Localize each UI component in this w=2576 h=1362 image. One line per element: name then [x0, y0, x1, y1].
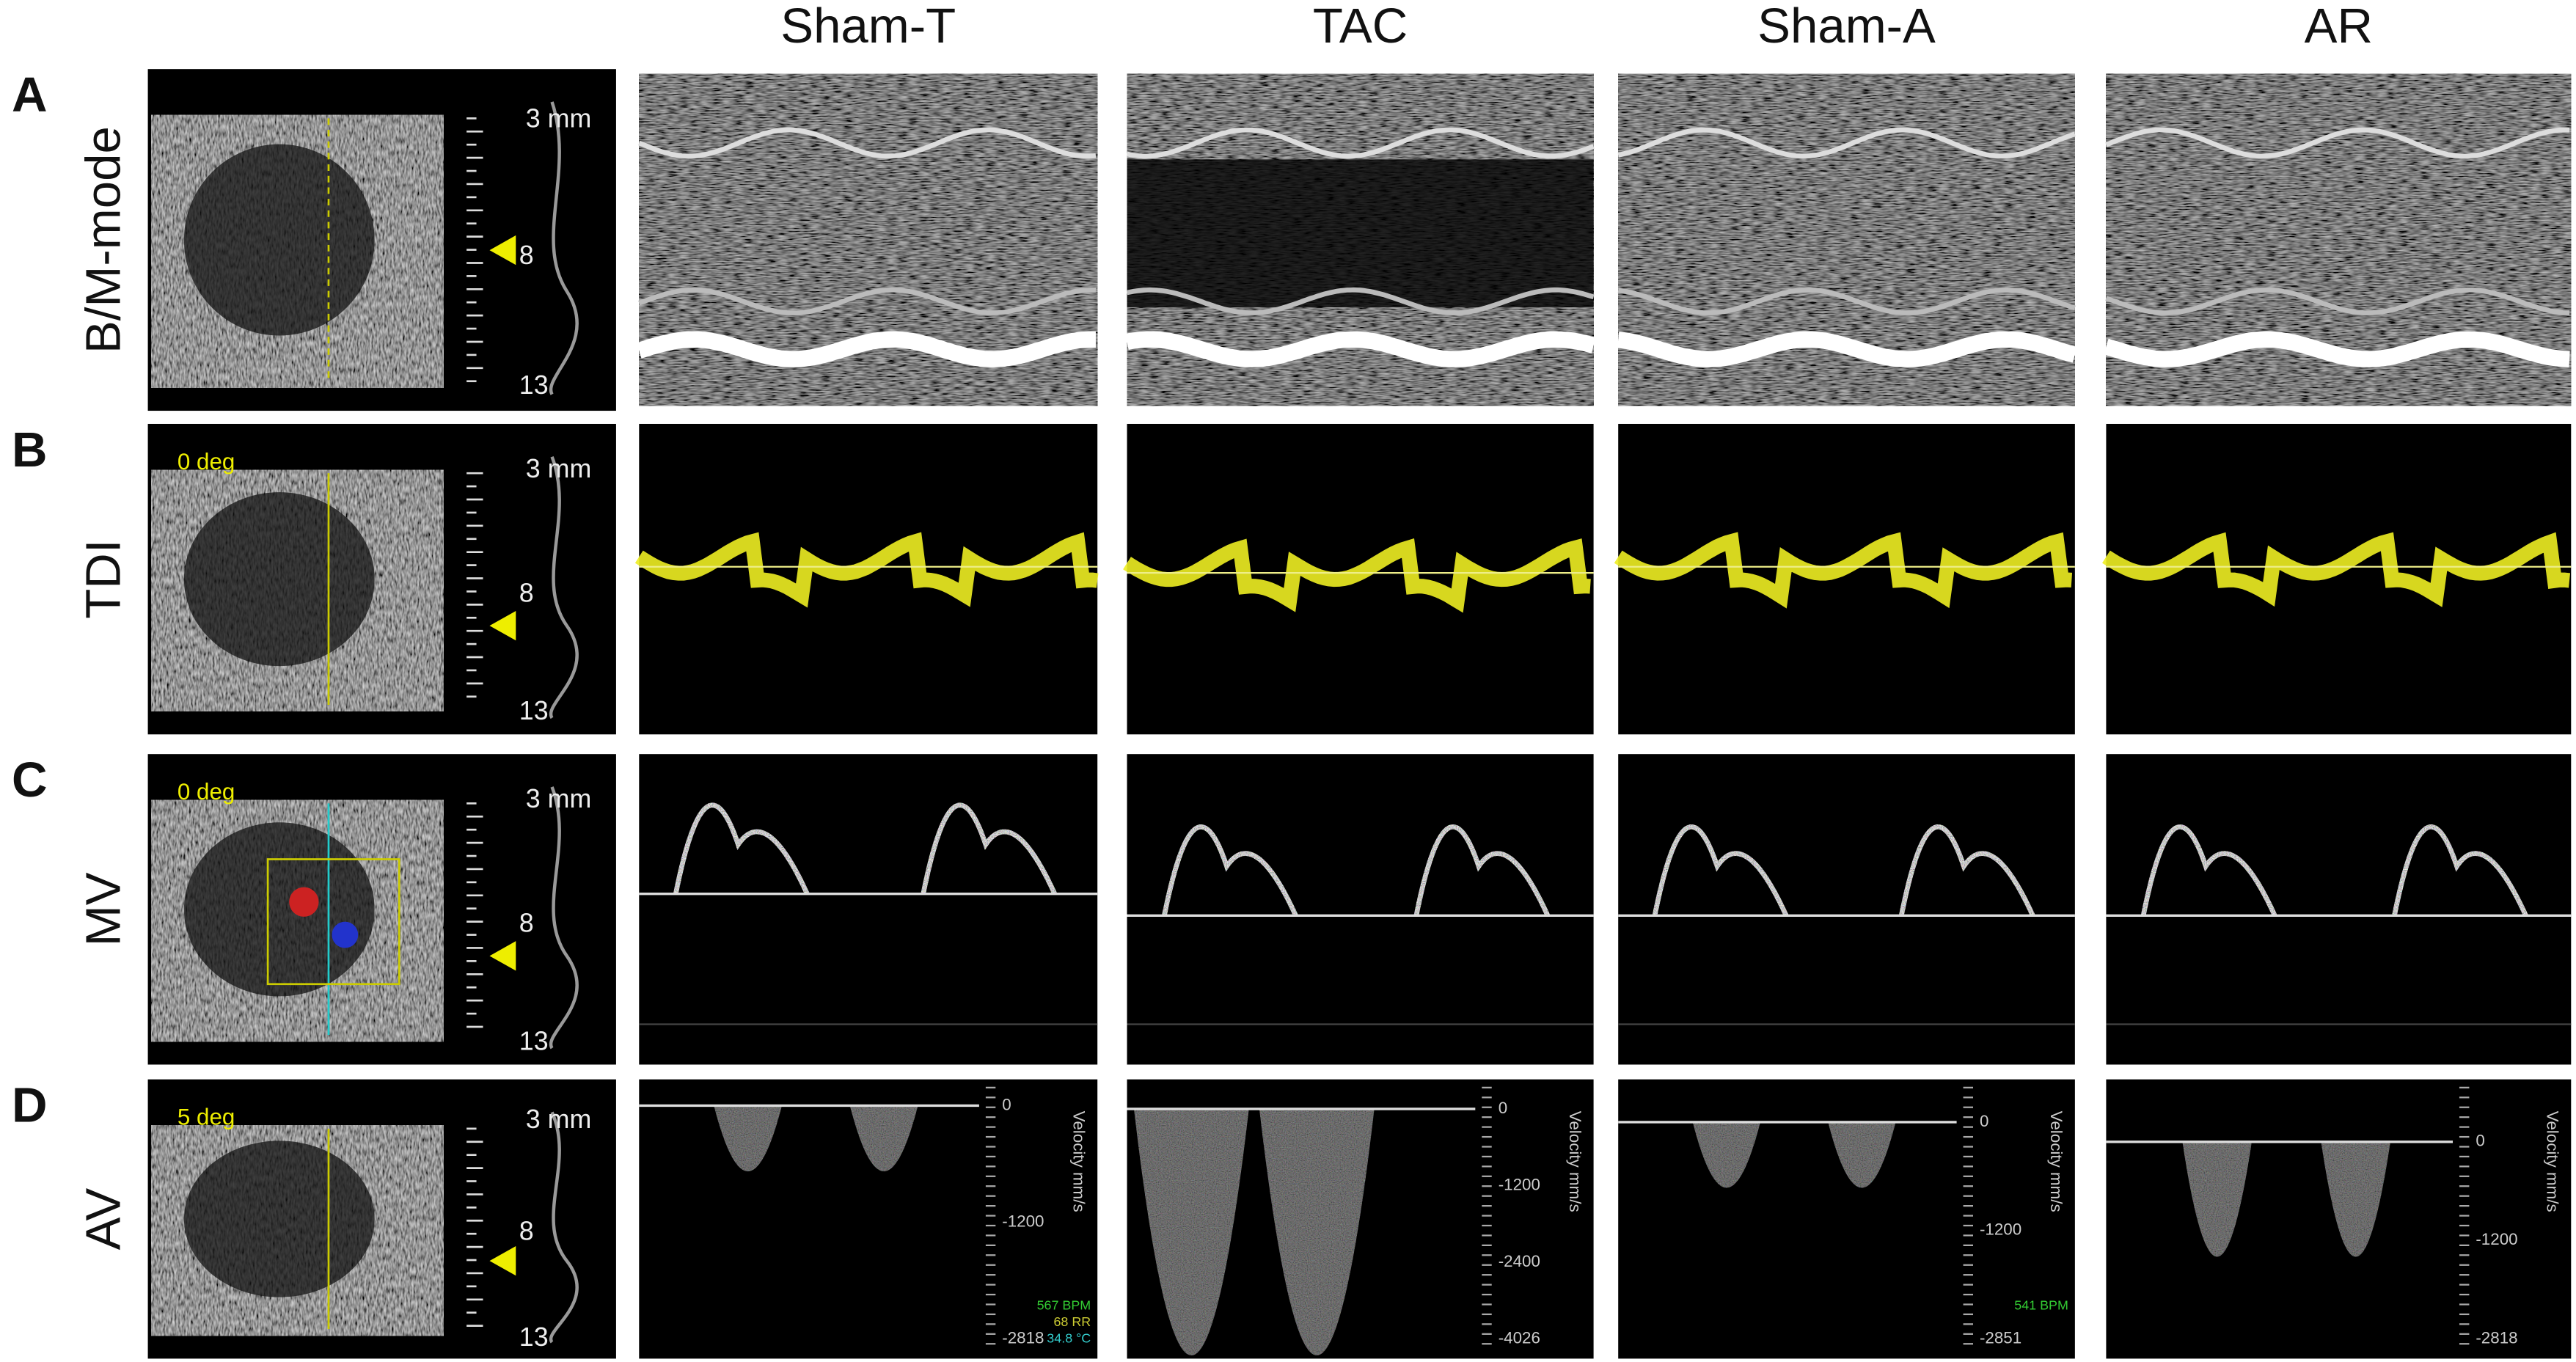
row-label: AV — [76, 1188, 131, 1251]
angle-label: 0 deg — [178, 779, 235, 805]
depth-label: 8 — [519, 241, 534, 270]
depth-marker — [489, 941, 516, 971]
wall-upper — [2105, 127, 2570, 159]
wall-lower — [637, 331, 1096, 367]
column-header: AR — [2305, 0, 2373, 54]
readout: 68 RR — [1053, 1314, 1091, 1329]
depth-marker — [489, 610, 516, 641]
row-letter: D — [12, 1078, 48, 1133]
wall-upper — [1617, 127, 2076, 159]
velocity-axis: Velocity mm/s — [1566, 1111, 1584, 1212]
angle-label: 5 deg — [178, 1105, 235, 1130]
ventricle — [183, 1141, 375, 1297]
tdi-background — [1618, 423, 2075, 735]
velocity-label: -1200 — [1499, 1175, 1540, 1193]
flow-red — [289, 887, 319, 917]
depth-marker — [489, 235, 516, 266]
depth-curve — [549, 101, 579, 395]
velocity-label: 0 — [1980, 1112, 1988, 1130]
velocity-label: -2400 — [1499, 1252, 1540, 1270]
depth-label: 3 mm — [526, 454, 592, 483]
mv-envelope — [673, 802, 1057, 896]
column-header: Sham-A — [1757, 0, 1936, 54]
mv-envelope — [2140, 824, 2528, 917]
mv-background — [1618, 754, 2075, 1065]
velocity-label: -2818 — [1002, 1328, 1044, 1347]
wall-upper — [1126, 127, 1595, 159]
velocity-label: -1200 — [1980, 1220, 2021, 1239]
tdi-background — [639, 423, 1098, 735]
ventricle — [183, 822, 375, 997]
velocity-label: -1200 — [1002, 1212, 1044, 1230]
readout: 34.8 °C — [1047, 1330, 1091, 1345]
wall-upper — [638, 127, 1097, 159]
column-header: Sham-T — [780, 0, 956, 54]
depth-marker — [489, 1245, 516, 1276]
row-letter: A — [12, 67, 48, 122]
row-label: MV — [76, 872, 131, 946]
depth-label: 3 mm — [526, 784, 592, 813]
mv-background — [2106, 754, 2572, 1065]
wall-lower — [1617, 331, 2078, 367]
depth-label: 13 — [519, 1322, 549, 1352]
velocity-label: -1200 — [2476, 1230, 2517, 1248]
velocity-label: -2851 — [1980, 1328, 2021, 1347]
velocity-axis: Velocity mm/s — [2543, 1111, 2561, 1212]
wall-lower-2 — [1126, 287, 1595, 315]
depth-curve — [549, 1111, 579, 1344]
mv-envelope — [1162, 824, 1551, 917]
row-label: TDI — [76, 540, 131, 619]
av-spectrum — [1692, 1121, 1896, 1188]
depth-label: 13 — [519, 1026, 549, 1055]
velocity-label: -2818 — [2476, 1328, 2517, 1347]
ventricle — [183, 492, 375, 667]
depth-label: 8 — [519, 1217, 534, 1246]
ventricle — [183, 144, 375, 336]
velocity-label: 0 — [1499, 1099, 1507, 1117]
depth-label: 8 — [519, 578, 534, 607]
velocity-label: -4026 — [1499, 1328, 1540, 1347]
velocity-label: 0 — [1002, 1095, 1011, 1113]
velocity-label: 0 — [2476, 1132, 2484, 1150]
wall-lower-2 — [638, 287, 1097, 315]
flow-blue — [332, 921, 359, 948]
row-label: B/M-mode — [76, 126, 131, 354]
angle-label: 0 deg — [178, 449, 235, 475]
mv-envelope — [1652, 824, 2035, 917]
depth-curve — [549, 455, 579, 720]
velocity-axis: Velocity mm/s — [1069, 1111, 1088, 1212]
depth-label: 3 mm — [526, 1105, 592, 1134]
mv-background — [1127, 754, 1594, 1065]
readout: 567 BPM — [1037, 1297, 1091, 1312]
depth-label: 13 — [519, 696, 549, 725]
row-letter: B — [12, 422, 48, 477]
velocity-axis: Velocity mm/s — [2047, 1111, 2065, 1212]
depth-label: 3 mm — [526, 104, 592, 133]
tdi-background — [2106, 423, 2572, 735]
column-header: TAC — [1313, 0, 1408, 54]
depth-label: 13 — [519, 370, 549, 400]
wall-lower — [2104, 331, 2570, 367]
cavity — [1127, 159, 1594, 307]
readout: 541 BPM — [2014, 1297, 2068, 1312]
mv-background — [639, 754, 1098, 1065]
wall-lower-2 — [2105, 287, 2570, 315]
wall-lower-2 — [1617, 287, 2076, 315]
depth-curve — [549, 786, 579, 1050]
color-box — [266, 858, 400, 986]
depth-label: 8 — [519, 908, 534, 937]
av-spectrum — [2182, 1141, 2390, 1257]
av-spectrum — [1133, 1108, 1375, 1355]
av-spectrum — [714, 1105, 918, 1172]
wall-lower — [1125, 331, 1596, 367]
row-letter: C — [12, 753, 48, 808]
